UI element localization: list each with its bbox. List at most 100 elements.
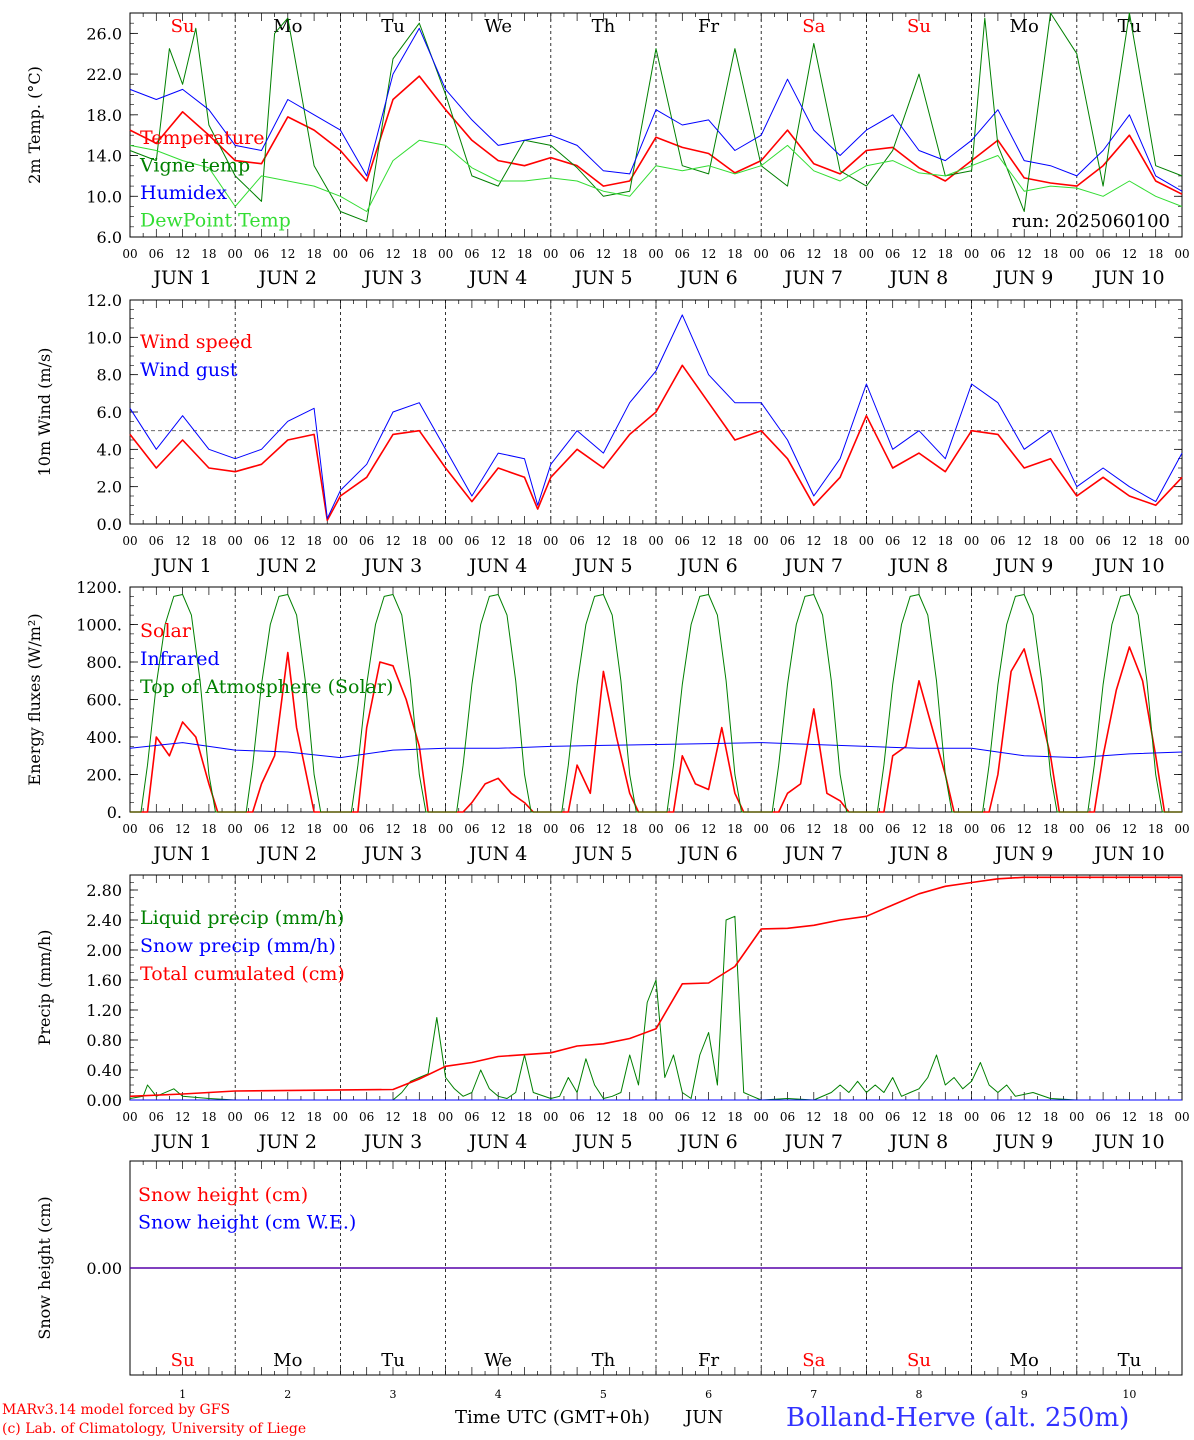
hour-tick-label: 00 bbox=[333, 534, 348, 548]
station-name: Bolland-Herve (alt. 250m) bbox=[786, 1403, 1130, 1433]
hour-tick-label: 00 bbox=[859, 822, 874, 836]
hour-tick-label: 06 bbox=[464, 247, 479, 261]
y-tick-label: 600. bbox=[86, 691, 122, 710]
y-tick-label: 1.20 bbox=[86, 1001, 122, 1020]
hour-tick-label: 06 bbox=[359, 534, 374, 548]
date-label: JUN 5 bbox=[572, 1131, 632, 1153]
y-tick-label: 26.0 bbox=[86, 24, 122, 43]
y-tick-label: 10.0 bbox=[86, 187, 122, 206]
hour-tick-label: 12 bbox=[385, 822, 400, 836]
hour-tick-label: 00 bbox=[964, 822, 979, 836]
hour-tick-label: 18 bbox=[727, 534, 742, 548]
hour-tick-label: 18 bbox=[1043, 822, 1058, 836]
y-tick-label: 0.00 bbox=[86, 1091, 122, 1110]
day-number-label: 3 bbox=[390, 1388, 397, 1401]
y-tick-label: 0.0 bbox=[97, 515, 122, 534]
legend-entry: Snow precip (mm/h) bbox=[140, 935, 336, 957]
hour-tick-label: 00 bbox=[648, 1110, 663, 1124]
weekday-label: Tu bbox=[1118, 16, 1142, 37]
legend-entry: Humidex bbox=[140, 182, 227, 204]
weekday-label: Su bbox=[907, 1350, 931, 1371]
series-line bbox=[129, 75, 1183, 195]
hour-tick-label: 12 bbox=[491, 1110, 506, 1124]
hour-tick-label: 12 bbox=[806, 822, 821, 836]
day-number-label: 10 bbox=[1122, 1388, 1136, 1401]
weekday-label: We bbox=[484, 16, 512, 37]
hour-tick-label: 12 bbox=[701, 247, 716, 261]
date-label: JUN 4 bbox=[467, 555, 527, 577]
hour-tick-label: 00 bbox=[438, 247, 453, 261]
hour-tick-label: 18 bbox=[412, 534, 427, 548]
hour-tick-label: 12 bbox=[596, 822, 611, 836]
hour-tick-label: 06 bbox=[675, 534, 690, 548]
hour-tick-label: 00 bbox=[543, 1110, 558, 1124]
hour-tick-label: 06 bbox=[885, 534, 900, 548]
date-label: JUN 4 bbox=[467, 267, 527, 289]
y-axis-label: Snow height (cm) bbox=[35, 1196, 54, 1339]
hour-tick-label: 00 bbox=[438, 1110, 453, 1124]
date-label: JUN 3 bbox=[362, 555, 422, 577]
date-label: JUN 8 bbox=[888, 843, 948, 865]
hour-tick-label: 00 bbox=[648, 822, 663, 836]
date-label: JUN 7 bbox=[783, 267, 843, 289]
hour-tick-label: 18 bbox=[517, 1110, 532, 1124]
date-label: JUN 7 bbox=[783, 843, 843, 865]
hour-tick-label: 00 bbox=[122, 1110, 137, 1124]
date-label: JUN 8 bbox=[888, 555, 948, 577]
hour-tick-label: 06 bbox=[675, 1110, 690, 1124]
hour-tick-label: 06 bbox=[990, 534, 1005, 548]
hour-tick-label: 00 bbox=[543, 822, 558, 836]
hour-tick-label: 06 bbox=[254, 1110, 269, 1124]
hour-tick-label: 06 bbox=[990, 1110, 1005, 1124]
hour-tick-label: 18 bbox=[832, 822, 847, 836]
series-line bbox=[129, 12, 1183, 223]
date-label: JUN 3 bbox=[362, 843, 422, 865]
series-line bbox=[129, 876, 1182, 1098]
y-tick-label: 22.0 bbox=[86, 65, 122, 84]
hour-tick-label: 06 bbox=[569, 534, 584, 548]
hour-tick-label: 18 bbox=[727, 822, 742, 836]
hour-tick-label: 06 bbox=[1095, 534, 1110, 548]
hour-tick-label: 12 bbox=[280, 1110, 295, 1124]
hour-tick-label: 06 bbox=[885, 822, 900, 836]
date-label: JUN 8 bbox=[888, 1131, 948, 1153]
legend-entry: Vigne temp bbox=[139, 155, 250, 177]
hour-tick-label: 18 bbox=[622, 534, 637, 548]
legend-entry: Liquid precip (mm/h) bbox=[140, 907, 344, 929]
hour-tick-label: 12 bbox=[1017, 534, 1032, 548]
hour-tick-label: 12 bbox=[806, 1110, 821, 1124]
hour-tick-label: 18 bbox=[306, 534, 321, 548]
series-line bbox=[130, 594, 1182, 813]
hour-tick-label: 12 bbox=[1122, 822, 1137, 836]
x-axis-month: JUN bbox=[685, 1407, 724, 1428]
hour-tick-label: 12 bbox=[280, 534, 295, 548]
weekday-label: Tu bbox=[1118, 1350, 1142, 1371]
hour-tick-label: 18 bbox=[517, 822, 532, 836]
y-tick-label: 2.80 bbox=[86, 881, 122, 900]
hour-tick-label: 00 bbox=[1069, 247, 1084, 261]
hour-tick-label: 18 bbox=[306, 1110, 321, 1124]
hour-tick-label: 00 bbox=[228, 1110, 243, 1124]
legend-entry: Snow height (cm) bbox=[138, 1184, 308, 1206]
hour-tick-label: 06 bbox=[149, 534, 164, 548]
legend-entry: Wind gust bbox=[140, 359, 238, 381]
hour-tick-label: 06 bbox=[149, 247, 164, 261]
hour-tick-label: 12 bbox=[806, 534, 821, 548]
hour-tick-label: 18 bbox=[938, 247, 953, 261]
weekday-label: Sa bbox=[802, 1350, 825, 1371]
hour-tick-label: 00 bbox=[228, 534, 243, 548]
hour-tick-label: 18 bbox=[938, 822, 953, 836]
hour-tick-label: 18 bbox=[832, 247, 847, 261]
date-label: JUN 1 bbox=[151, 555, 211, 577]
hour-tick-label: 12 bbox=[1017, 247, 1032, 261]
y-axis-label: Energy fluxes (W/m²) bbox=[25, 613, 44, 785]
hour-tick-label: 12 bbox=[596, 534, 611, 548]
date-label: JUN 5 bbox=[572, 555, 632, 577]
weekday-label: Mo bbox=[273, 1350, 302, 1371]
hour-tick-label: 06 bbox=[464, 534, 479, 548]
hour-tick-label: 00 bbox=[543, 247, 558, 261]
hour-tick-label: 06 bbox=[254, 534, 269, 548]
hour-tick-label: 12 bbox=[175, 247, 190, 261]
day-number-label: 6 bbox=[705, 1388, 712, 1401]
series-line bbox=[129, 742, 1183, 759]
